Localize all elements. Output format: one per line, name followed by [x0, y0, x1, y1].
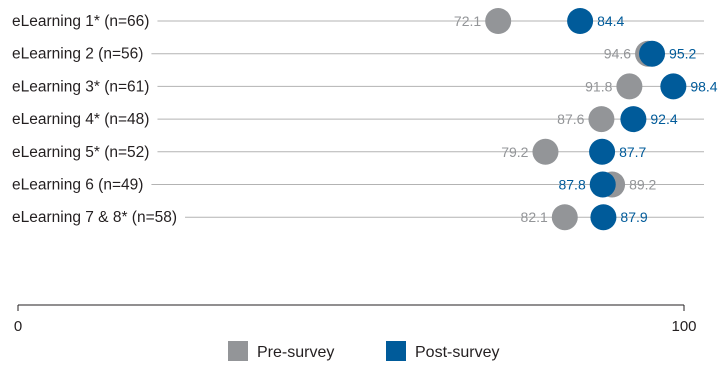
category-label: eLearning 2 (n=56)	[12, 46, 143, 63]
pre-survey-point	[532, 138, 559, 165]
post-survey-point	[620, 106, 647, 133]
post-survey-value-label: 98.4	[690, 78, 717, 94]
pre-survey-point	[485, 8, 512, 34]
category-label: eLearning 5* (n=52)	[12, 144, 149, 161]
row: eLearning 5* (n=52) 79.2 87.7	[12, 138, 704, 165]
x-tick-label: 0	[14, 318, 22, 335]
category-label: eLearning 3* (n=61)	[12, 78, 149, 95]
pre-survey-point	[588, 106, 615, 133]
pre-survey-point	[616, 73, 643, 100]
post-survey-point	[660, 73, 687, 100]
post-survey-point	[639, 40, 666, 67]
row: eLearning 1* (n=66) 72.1 84.4	[12, 8, 704, 34]
post-survey-point	[589, 138, 616, 165]
post-survey-point	[589, 171, 616, 198]
x-axis: 0 100	[14, 304, 697, 335]
row: eLearning 6 (n=49) 89.2 87.8	[12, 171, 704, 198]
legend-post-survey-label: Post-survey	[415, 344, 499, 361]
category-label: eLearning 6 (n=49)	[12, 177, 143, 194]
pre-survey-value-label: 91.8	[585, 78, 612, 94]
post-survey-value-label: 92.4	[650, 111, 677, 127]
post-survey-value-label: 87.7	[619, 144, 646, 160]
post-survey-value-label: 84.4	[597, 13, 624, 29]
category-label: eLearning 7 & 8* (n=58)	[12, 209, 177, 226]
post-survey-point	[567, 8, 594, 34]
post-survey-point	[590, 204, 617, 231]
post-survey-value-label: 87.8	[558, 177, 585, 193]
post-survey-value-label: 95.2	[669, 46, 696, 62]
pre-survey-value-label: 87.6	[557, 111, 584, 127]
legend-post-survey-swatch	[386, 341, 406, 361]
legend-pre-survey-swatch	[228, 341, 248, 361]
pre-survey-value-label: 72.1	[454, 13, 481, 29]
legend-pre-survey-label: Pre-survey	[257, 344, 334, 361]
row: eLearning 3* (n=61) 91.8 98.4	[12, 73, 718, 100]
row: eLearning 2 (n=56) 94.6 95.2	[12, 40, 704, 67]
post-survey-value-label: 87.9	[620, 209, 647, 225]
category-label: eLearning 4* (n=48)	[12, 111, 149, 128]
chart-rows: eLearning 1* (n=66) 72.1 84.4 eLearning 2 (…	[12, 8, 718, 231]
category-label: eLearning 1* (n=66)	[12, 13, 149, 30]
pre-survey-value-label: 89.2	[629, 177, 656, 193]
pre-survey-value-label: 94.6	[604, 46, 631, 62]
legend: Pre-survey Post-survey	[228, 341, 499, 361]
row: eLearning 4* (n=48) 87.6 92.4	[12, 106, 704, 133]
pre-survey-point	[551, 204, 578, 231]
x-tick-label: 100	[671, 318, 696, 335]
pre-survey-value-label: 79.2	[501, 144, 528, 160]
pre-survey-value-label: 82.1	[521, 209, 548, 225]
row: eLearning 7 & 8* (n=58) 82.1 87.9	[12, 204, 704, 231]
